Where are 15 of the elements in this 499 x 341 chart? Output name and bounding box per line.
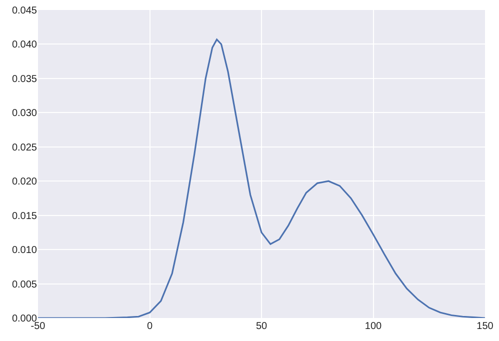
y-tick-label: 0.015 bbox=[12, 210, 38, 222]
x-tick-label: 0 bbox=[146, 321, 153, 332]
y-tick-label: 0.045 bbox=[12, 6, 38, 16]
y-tick-label: 0.040 bbox=[12, 40, 38, 51]
y-tick-label: 0.025 bbox=[12, 142, 38, 154]
y-tick-label: 0.035 bbox=[12, 74, 38, 85]
y-tick-label: 0.020 bbox=[12, 176, 38, 188]
y-tick-label: 0.010 bbox=[12, 245, 38, 256]
x-tick-label: 150 bbox=[476, 321, 494, 332]
x-tick-label: 50 bbox=[256, 321, 268, 332]
line-series bbox=[38, 38, 485, 318]
y-tick-label: 0.030 bbox=[12, 108, 38, 120]
x-tick-label: 100 bbox=[364, 321, 382, 332]
y-tick-label: 0.005 bbox=[12, 279, 38, 290]
x-tick-label: -50 bbox=[30, 321, 46, 332]
